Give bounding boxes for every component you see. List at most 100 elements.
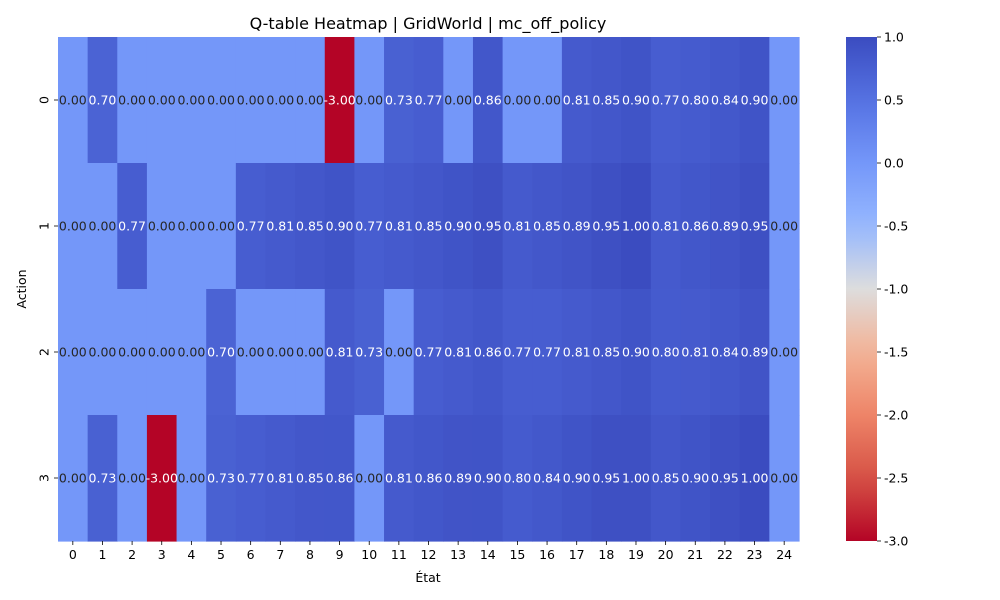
cell-value-label: 0.89 <box>444 471 472 486</box>
cell-value-label: 0.77 <box>652 93 680 108</box>
cell-value-label: 0.80 <box>681 93 709 108</box>
heatmap-cell <box>87 289 118 416</box>
heatmap-cell <box>206 289 237 416</box>
cell-value-label: 1.00 <box>622 471 650 486</box>
cell-value-label: 0.00 <box>118 345 146 360</box>
cell-value-label: 0.81 <box>503 219 531 234</box>
cell-value-label: 0.70 <box>207 345 235 360</box>
heatmap-cell <box>769 289 800 416</box>
heatmap-cell <box>621 163 652 290</box>
heatmap-cell <box>295 163 326 290</box>
heatmap-cell <box>561 289 593 416</box>
cell-value-label: 0.81 <box>563 93 591 108</box>
cell-value-label: 0.00 <box>296 93 324 108</box>
cell-value-label: 0.00 <box>355 93 383 108</box>
y-tick-label: 2 <box>37 348 52 356</box>
heatmap-cell <box>680 415 711 542</box>
heatmap-cell <box>265 289 296 416</box>
x-tick-label: 19 <box>628 547 644 562</box>
x-tick-label: 12 <box>421 547 437 562</box>
x-tick-label: 6 <box>247 547 255 562</box>
cell-value-label: 0.81 <box>385 219 413 234</box>
heatmap-cell <box>680 289 711 416</box>
heatmap-cell <box>265 415 296 542</box>
y-axis-label: Action <box>14 269 29 308</box>
x-tick-label: 2 <box>128 547 136 562</box>
heatmap-cell <box>384 163 415 290</box>
heatmap-cell <box>502 37 533 164</box>
cell-value-label: 0.77 <box>237 471 265 486</box>
cell-value-label: 0.90 <box>622 345 650 360</box>
cell-value-label: 0.00 <box>118 93 146 108</box>
colorbar-tick-label: -0.5 <box>884 219 908 234</box>
heatmap-cell <box>532 37 563 164</box>
cell-value-label: 0.00 <box>148 93 176 108</box>
heatmap-cell <box>87 163 118 290</box>
cell-value-label: 0.00 <box>266 345 294 360</box>
x-tick-label: 4 <box>187 547 195 562</box>
cell-value-label: 0.90 <box>326 219 354 234</box>
cell-value-label: 0.73 <box>355 345 383 360</box>
cell-value-label: 0.85 <box>296 219 324 234</box>
cell-value-label: -3.00 <box>146 471 178 486</box>
heatmap-cell <box>354 415 385 542</box>
heatmap-cell <box>710 37 741 164</box>
cell-value-label: 0.90 <box>444 219 472 234</box>
x-tick-label: 20 <box>658 547 674 562</box>
heatmap-cell <box>443 163 474 290</box>
cell-value-label: 0.00 <box>59 345 87 360</box>
heatmap-cell <box>532 163 563 290</box>
cell-value-label: 0.00 <box>770 219 798 234</box>
cell-value-label: -3.00 <box>323 93 355 108</box>
heatmap-cell <box>295 37 326 164</box>
colorbar-ticks: 1.0 0.5 0.0 -0.5 -1.0 -1.5 -2.0 -2.5 -3.0 <box>877 30 908 549</box>
x-tick-label: 11 <box>391 547 407 562</box>
heatmap-cell <box>176 415 207 542</box>
cell-value-label: 0.00 <box>266 93 294 108</box>
heatmap-cell <box>591 37 622 164</box>
cell-value-label: 0.00 <box>89 345 117 360</box>
heatmap-cell <box>117 163 148 290</box>
cell-value-label: 1.00 <box>741 471 769 486</box>
heatmap-cell <box>561 163 593 290</box>
cell-value-label: 0.00 <box>177 471 205 486</box>
cell-value-label: 0.77 <box>118 219 146 234</box>
heatmap-cell <box>621 415 652 542</box>
heatmap-cell <box>324 415 355 542</box>
colorbar-tick-label: -2.0 <box>884 408 908 423</box>
heatmap-cell <box>502 415 533 542</box>
cell-value-label: 0.85 <box>533 219 561 234</box>
heatmap-cell <box>561 37 593 164</box>
cell-value-label: 0.81 <box>326 345 354 360</box>
cell-value-label: 0.81 <box>266 219 294 234</box>
cell-value-label: 0.80 <box>652 345 680 360</box>
heatmap-cell <box>384 37 415 164</box>
heatmap-cell <box>443 415 474 542</box>
cell-value-label: 0.95 <box>592 219 620 234</box>
x-tick-label: 3 <box>158 547 166 562</box>
heatmap-cell <box>680 37 711 164</box>
heatmap-cell <box>265 163 296 290</box>
cell-value-label: 0.81 <box>563 345 591 360</box>
cell-value-label: 0.00 <box>355 471 383 486</box>
cell-value-label: 0.89 <box>563 219 591 234</box>
y-tick-label: 1 <box>37 222 52 230</box>
x-tick-label: 17 <box>569 547 585 562</box>
y-axis-ticks: 0 1 2 3 <box>37 96 58 482</box>
heatmap-cell <box>443 289 474 416</box>
heatmap-cell <box>591 415 622 542</box>
heatmap-cell <box>561 415 593 542</box>
colorbar <box>846 37 877 541</box>
x-tick-label: 1 <box>98 547 106 562</box>
heatmap-cell <box>472 37 504 164</box>
colorbar-tick-label: -3.0 <box>884 534 908 549</box>
heatmap-cell <box>324 37 355 164</box>
heatmap-cell <box>532 415 563 542</box>
heatmap-cell <box>58 289 89 416</box>
cell-value-label: 0.84 <box>711 345 739 360</box>
heatmap-cell <box>117 289 148 416</box>
cell-value-label: 0.00 <box>148 345 176 360</box>
heatmap-cell <box>710 163 741 290</box>
heatmap-cell-labels: 0.00 0.70 0.00 0.00 0.00 0.00 0.00 0.00 0.00 -3.0… <box>59 93 798 486</box>
